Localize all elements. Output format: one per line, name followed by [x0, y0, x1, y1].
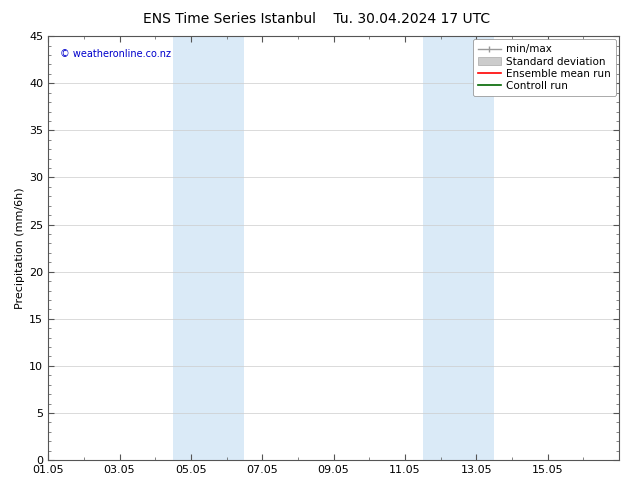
Text: ENS Time Series Istanbul    Tu. 30.04.2024 17 UTC: ENS Time Series Istanbul Tu. 30.04.2024 …	[143, 12, 491, 26]
Bar	[423, 36, 494, 460]
Text: © weatheronline.co.nz: © weatheronline.co.nz	[60, 49, 171, 59]
Legend: min/max, Standard deviation, Ensemble mean run, Controll run: min/max, Standard deviation, Ensemble me…	[472, 39, 616, 96]
Bar	[173, 36, 244, 460]
Y-axis label: Precipitation (mm/6h): Precipitation (mm/6h)	[15, 187, 25, 309]
